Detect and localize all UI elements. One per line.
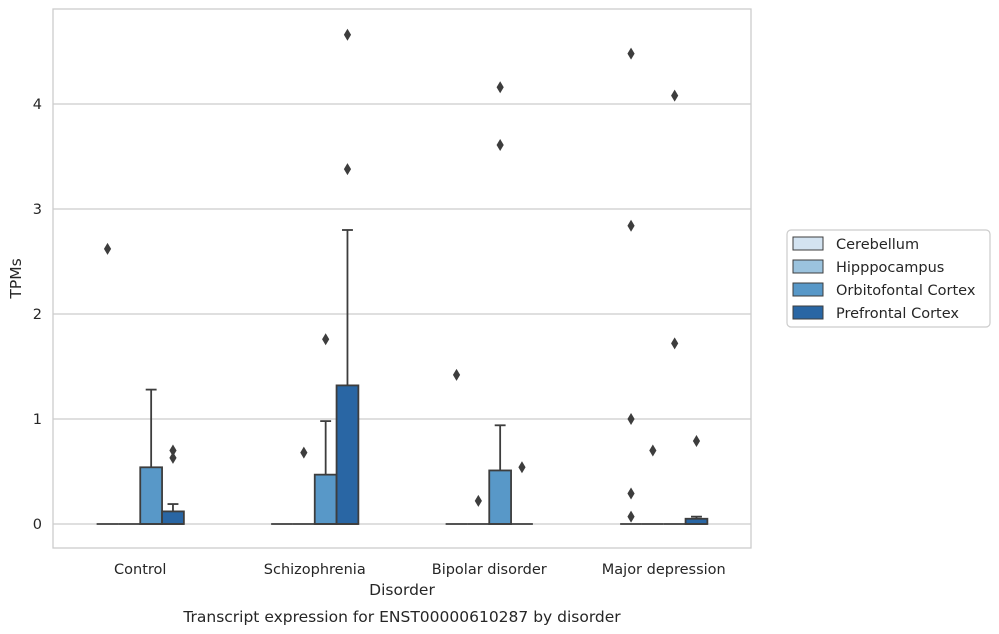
box-prefrontal-cortex (161, 503, 185, 525)
outlier-point (649, 444, 657, 457)
outlier-point (300, 446, 308, 459)
box-body (335, 384, 360, 525)
legend-label: Orbitofontal Cortex (836, 283, 976, 299)
legend-label: Prefrontal Cortex (836, 306, 959, 322)
legend-frame (786, 229, 991, 328)
outlier-point (692, 435, 701, 448)
x-tick-label: Major depression (602, 562, 726, 578)
box-prefrontal-cortex (335, 229, 360, 525)
outlier-point (627, 413, 635, 425)
legend-swatch (792, 282, 824, 297)
box-body (161, 510, 185, 525)
x-axis-label: Disorder (369, 581, 435, 599)
boxes (96, 229, 709, 525)
legend-item: Cerebellum (792, 236, 919, 253)
legend-swatch (792, 259, 824, 274)
outlier-point (343, 28, 352, 41)
y-axis-label: TPMs (7, 258, 25, 299)
x-tick-label: Schizophrenia (264, 562, 366, 578)
legend-swatch (792, 305, 824, 320)
legend-item: Prefrontal Cortex (792, 305, 959, 322)
box-body (488, 469, 512, 525)
outlier-point (103, 242, 112, 255)
y-tick-label: 3 (33, 202, 42, 218)
outlier-point (169, 444, 177, 457)
outlier-point (518, 461, 526, 474)
outlier-point (627, 510, 635, 523)
legend-label: Hipppocampus (836, 260, 944, 276)
box-body (139, 466, 163, 525)
outlier-point (671, 89, 679, 102)
y-tick-label: 4 (33, 97, 42, 113)
box-orbitofontal-cortex (313, 420, 338, 525)
box-orbitofontal-cortex (488, 424, 512, 525)
legend-item: Orbitofontal Cortex (792, 282, 976, 299)
outlier-point (627, 47, 635, 60)
y-tick-label: 0 (33, 517, 42, 533)
box-orbitofontal-cortex (139, 388, 163, 525)
outlier-point (496, 138, 504, 151)
outlier-point (169, 451, 177, 464)
outlier-point (474, 494, 482, 507)
chart-title: Transcript expression for ENST0000061028… (182, 608, 621, 626)
plot-frame (52, 8, 752, 549)
outlier-point (452, 368, 461, 381)
x-tick-label: Bipolar disorder (432, 562, 547, 578)
outliers (103, 28, 701, 523)
legend-swatch (792, 236, 824, 251)
y-tick-label: 1 (33, 412, 42, 428)
legend-item: Hipppocampus (792, 259, 944, 276)
outlier-point (671, 337, 679, 350)
x-tick-labels: Control Schizophrenia Bipolar disorder Majo… (114, 562, 726, 578)
outlier-point (322, 333, 330, 346)
legend: Cerebellum Hipppocampus Orbitofontal Corte… (786, 229, 991, 328)
outlier-point (496, 81, 504, 94)
outlier-point (627, 219, 635, 232)
legend-label: Cerebellum (836, 237, 919, 253)
gridlines (53, 103, 751, 525)
y-tick-labels: 0 1 2 3 4 (33, 97, 42, 533)
box-prefrontal-cortex (684, 515, 709, 525)
x-tick-label: Control (114, 562, 166, 578)
outlier-point (343, 163, 352, 176)
box-body (313, 473, 338, 525)
outlier-point (627, 487, 635, 500)
y-tick-label: 2 (33, 307, 42, 323)
